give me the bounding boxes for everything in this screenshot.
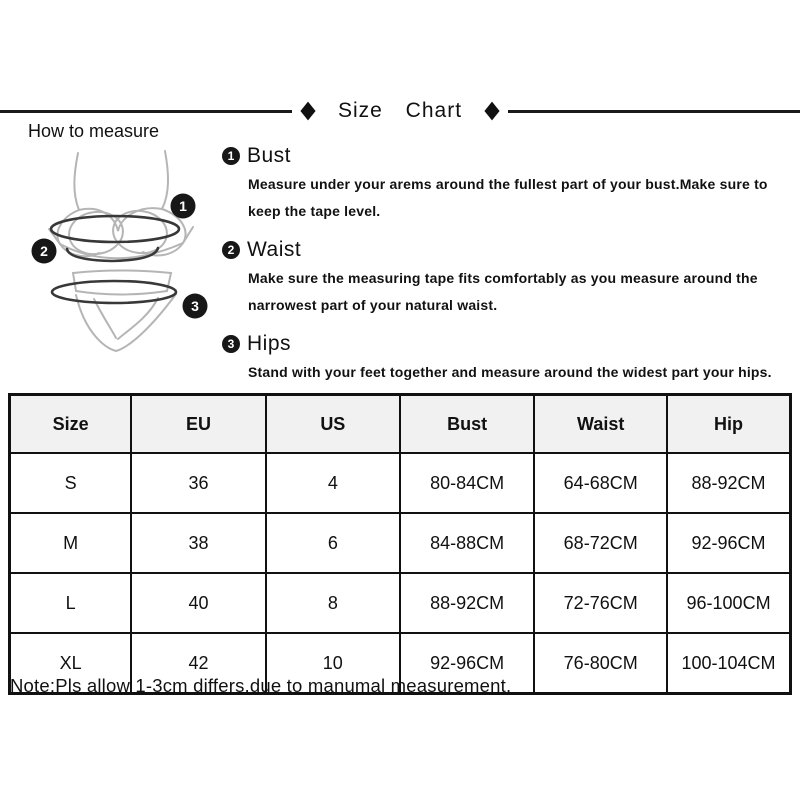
cell-size: L xyxy=(8,572,133,634)
step-3-badge: 3 xyxy=(222,335,240,353)
diamond-icon xyxy=(484,101,500,121)
measurement-note: Note:Pls allow 1-3cm differs,due to manu… xyxy=(10,675,512,696)
page-title: Size Chart xyxy=(337,99,463,122)
column-header-hip: Hip xyxy=(666,393,792,454)
step-1-badge: 1 xyxy=(222,147,240,165)
step-waist-description: Make sure the measuring tape fits comfor… xyxy=(248,270,758,313)
cell-bust: 92-96CM xyxy=(398,632,536,695)
step-bust-label: Bust xyxy=(247,144,292,167)
step-2-badge: 2 xyxy=(222,241,240,259)
cell-eu: 42 xyxy=(130,632,267,695)
column-header-eu: EU xyxy=(130,393,267,454)
cell-waist: 68-72CM xyxy=(533,512,669,574)
table-row-s: S 36 4 80-84CM 64-68CM 88-92CM xyxy=(8,452,792,514)
cell-waist: 76-80CM xyxy=(533,632,669,695)
cell-hip: 96-100CM xyxy=(666,572,792,634)
cell-waist: 64-68CM xyxy=(533,452,669,514)
cell-eu: 36 xyxy=(130,452,267,514)
step-bust-description: Measure under your arems around the full… xyxy=(248,176,768,219)
cell-us: 8 xyxy=(264,572,401,634)
step-bust: 1 Bust Measure under your arems around t… xyxy=(222,144,794,225)
figure-badge-3: 3 xyxy=(182,293,208,319)
bikini-measurement-illustration: 1 2 3 xyxy=(31,150,208,353)
step-waist: 2 Waist Make sure the measuring tape fit… xyxy=(222,238,794,319)
step-hips-description: Stand with your feet together and measur… xyxy=(248,364,772,380)
step-waist-title: 2 Waist xyxy=(222,238,794,262)
svg-text:1: 1 xyxy=(179,198,187,214)
cell-us: 6 xyxy=(264,512,401,574)
cell-bust: 88-92CM xyxy=(398,572,536,634)
cell-hip: 92-96CM xyxy=(666,512,792,574)
step-bust-title: 1 Bust xyxy=(222,144,794,168)
cell-bust: 84-88CM xyxy=(398,512,536,574)
cell-eu: 38 xyxy=(130,512,267,574)
svg-text:2: 2 xyxy=(40,243,48,259)
diamond-icon xyxy=(300,101,316,121)
svg-text:3: 3 xyxy=(191,298,199,314)
figure-badge-1: 1 xyxy=(170,193,196,219)
column-header-bust: Bust xyxy=(398,393,536,454)
step-hips-label: Hips xyxy=(247,332,292,355)
cell-hip: 88-92CM xyxy=(666,452,792,514)
size-table: Size EU US Bust Waist Hip S 36 4 80-84CM… xyxy=(8,393,792,695)
size-table-header-row: Size EU US Bust Waist Hip xyxy=(8,393,792,454)
table-row-xl: XL 42 10 92-96CM 76-80CM 100-104CM xyxy=(8,632,792,695)
step-hips-title: 3 Hips xyxy=(222,332,794,356)
how-to-measure-heading: How to measure xyxy=(28,121,160,141)
size-chart-header: Size Chart xyxy=(0,97,800,125)
measure-steps: 1 Bust Measure under your arems around t… xyxy=(222,144,794,399)
cell-size: M xyxy=(8,512,133,574)
cell-hip: 100-104CM xyxy=(666,632,792,695)
header-rule-right xyxy=(508,109,800,113)
bust-measure-tape xyxy=(49,214,181,244)
table-row-l: L 40 8 88-92CM 72-76CM 96-100CM xyxy=(8,572,792,634)
cell-size: XL xyxy=(8,632,133,695)
step-hips: 3 Hips Stand with your feet together and… xyxy=(222,332,794,386)
column-header-us: US xyxy=(264,393,401,454)
waist-measure-tape xyxy=(65,246,160,263)
bikini-top-outline xyxy=(48,150,194,260)
cell-eu: 40 xyxy=(130,572,267,634)
step-waist-label: Waist xyxy=(247,238,302,261)
table-row-m: M 38 6 84-88CM 68-72CM 92-96CM xyxy=(8,512,792,574)
hip-measure-tape xyxy=(50,279,178,305)
cell-size: S xyxy=(8,452,133,514)
cell-us: 4 xyxy=(264,452,401,514)
cell-waist: 72-76CM xyxy=(533,572,669,634)
column-header-waist: Waist xyxy=(533,393,669,454)
cell-us: 10 xyxy=(264,632,401,695)
figure-badge-2: 2 xyxy=(31,238,57,264)
cell-bust: 80-84CM xyxy=(398,452,536,514)
column-header-size: Size xyxy=(8,393,133,454)
header-rule-left xyxy=(0,109,292,113)
